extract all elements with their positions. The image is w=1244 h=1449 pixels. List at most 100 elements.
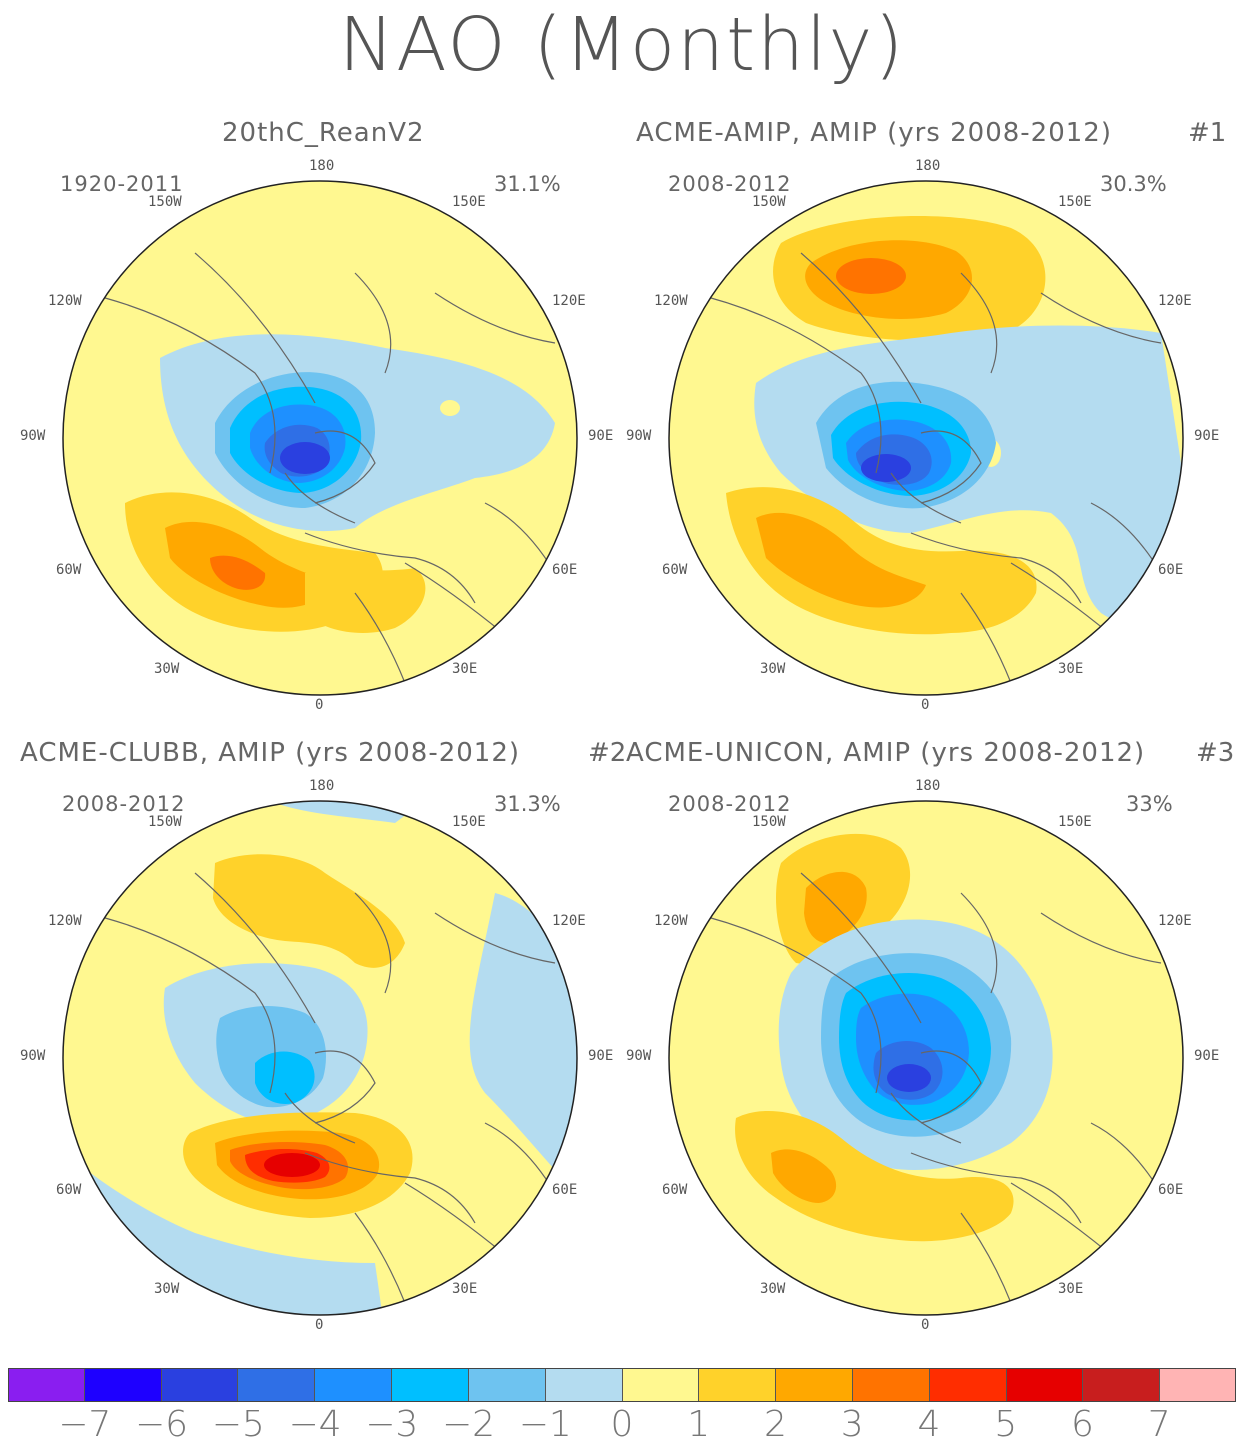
panel-title: ACME-UNICON, AMIP (yrs 2008-2012) xyxy=(626,738,1146,768)
panel-number: #2 xyxy=(588,738,627,768)
lon-label-150w: 150W xyxy=(148,814,182,830)
lon-label-90w: 90W xyxy=(20,428,46,444)
lon-label-30e: 30E xyxy=(452,661,478,677)
colorbar-swatch xyxy=(929,1368,1007,1402)
lon-label-150w: 150W xyxy=(752,194,786,210)
panel-title: ACME-CLUBB, AMIP (yrs 2008-2012) xyxy=(20,738,521,768)
colorbar-tick-label: 4 xyxy=(917,1404,941,1445)
polar-map xyxy=(668,800,1184,1316)
lon-label-120e: 120E xyxy=(1158,293,1192,309)
colorbar-tick-label: −3 xyxy=(365,1404,419,1445)
lon-label-30w: 30W xyxy=(154,1281,180,1297)
colorbar xyxy=(8,1368,1236,1402)
variance-percent: 31.1% xyxy=(494,172,561,196)
map-panel-acme-amip: ACME-AMIP, AMIP (yrs 2008-2012) #1 2008-… xyxy=(606,110,1228,730)
figure-title: NAO (Monthly) xyxy=(338,2,906,88)
lon-label-30e: 30E xyxy=(452,1281,478,1297)
lon-label-0: 0 xyxy=(315,697,324,713)
panel-number: #1 xyxy=(1188,118,1227,148)
lon-label-30e: 30E xyxy=(1058,1281,1084,1297)
years-label: 2008-2012 xyxy=(668,792,792,816)
panel-title: 20thC_ReanV2 xyxy=(222,118,425,148)
lon-label-120w: 120W xyxy=(654,913,688,929)
lon-label-180: 180 xyxy=(309,778,335,794)
colorbar-tick-label: 5 xyxy=(994,1404,1018,1445)
lon-label-180: 180 xyxy=(915,778,941,794)
colorbar-tick-label: −6 xyxy=(134,1404,189,1445)
lon-label-120e: 120E xyxy=(552,293,586,309)
map-panel-acme-clubb: ACME-CLUBB, AMIP (yrs 2008-2012) #2 2008… xyxy=(0,730,626,1350)
lon-label-0: 0 xyxy=(921,697,930,713)
lon-label-60w: 60W xyxy=(56,1182,82,1198)
map-panel-reanalysis: 20thC_ReanV2 1920-2011 31.1% 180 150W 15… xyxy=(0,110,622,730)
lon-label-150w: 150W xyxy=(148,194,182,210)
variance-percent: 30.3% xyxy=(1100,172,1167,196)
colorbar-swatch xyxy=(776,1368,853,1402)
lon-label-90w: 90W xyxy=(20,1048,46,1064)
colorbar-tick-label: 0 xyxy=(610,1404,634,1445)
colorbar-tick-label: 1 xyxy=(687,1404,711,1445)
lon-label-60e: 60E xyxy=(552,1182,578,1198)
lon-label-150e: 150E xyxy=(452,814,486,830)
panel-title: ACME-AMIP, AMIP (yrs 2008-2012) xyxy=(636,118,1112,148)
colorbar-tick-label: −4 xyxy=(288,1404,342,1445)
years-label: 2008-2012 xyxy=(668,172,792,196)
panel-number: #3 xyxy=(1196,738,1235,768)
colorbar-tick-label: 7 xyxy=(1147,1404,1171,1445)
lon-label-120e: 120E xyxy=(1158,913,1192,929)
colorbar-tick-label: −2 xyxy=(441,1404,496,1445)
lon-label-90e: 90E xyxy=(1194,428,1220,444)
years-label: 1920-2011 xyxy=(60,172,184,196)
variance-percent: 33% xyxy=(1126,792,1173,816)
map-panel-acme-unicon: ACME-UNICON, AMIP (yrs 2008-2012) #3 200… xyxy=(606,730,1234,1350)
lon-label-60w: 60W xyxy=(56,562,82,578)
lon-label-90e: 90E xyxy=(1194,1048,1220,1064)
lon-label-150e: 150E xyxy=(452,194,486,210)
lon-label-90w: 90W xyxy=(626,428,652,444)
polar-map xyxy=(62,180,578,696)
lon-label-180: 180 xyxy=(309,158,335,174)
lon-label-30e: 30E xyxy=(1058,661,1084,677)
lon-label-30w: 30W xyxy=(760,661,786,677)
colorbar-swatch xyxy=(468,1368,546,1402)
lon-label-60e: 60E xyxy=(1158,1182,1184,1198)
colorbar-swatch xyxy=(699,1368,777,1402)
colorbar-tick-label: −1 xyxy=(518,1404,572,1445)
lon-label-30w: 30W xyxy=(154,661,180,677)
lon-label-0: 0 xyxy=(315,1317,324,1333)
colorbar-swatch xyxy=(315,1368,393,1402)
colorbar-tick-label: 6 xyxy=(1071,1404,1094,1445)
lon-label-0: 0 xyxy=(921,1317,930,1333)
lon-label-150e: 150E xyxy=(1058,814,1092,830)
lon-label-30w: 30W xyxy=(760,1281,786,1297)
lon-label-120w: 120W xyxy=(654,293,688,309)
lon-label-180: 180 xyxy=(915,158,941,174)
colorbar-swatch xyxy=(392,1368,469,1402)
colorbar-tick-label: 3 xyxy=(840,1404,864,1445)
colorbar-swatch xyxy=(622,1368,700,1402)
polar-map xyxy=(62,800,578,1316)
colorbar-swatch xyxy=(1083,1368,1161,1402)
colorbar-swatch xyxy=(161,1368,239,1402)
colorbar-swatch xyxy=(84,1368,162,1402)
lon-label-90e: 90E xyxy=(588,428,614,444)
colorbar-swatch xyxy=(545,1368,623,1402)
lon-label-150e: 150E xyxy=(1058,194,1092,210)
polar-map xyxy=(668,180,1184,696)
lon-label-60w: 60W xyxy=(662,1182,688,1198)
lon-label-60e: 60E xyxy=(552,562,578,578)
lon-label-60e: 60E xyxy=(1158,562,1184,578)
variance-percent: 31.3% xyxy=(494,792,561,816)
colorbar-swatch xyxy=(8,1368,85,1402)
years-label: 2008-2012 xyxy=(62,792,186,816)
colorbar-swatch xyxy=(1160,1368,1236,1402)
colorbar-swatch xyxy=(238,1368,316,1402)
lon-label-90w: 90W xyxy=(626,1048,652,1064)
lon-label-120w: 120W xyxy=(48,293,82,309)
colorbar-swatch xyxy=(852,1368,930,1402)
lon-label-150w: 150W xyxy=(752,814,786,830)
lon-label-120e: 120E xyxy=(552,913,586,929)
colorbar-tick-label: 2 xyxy=(764,1404,787,1445)
lon-label-120w: 120W xyxy=(48,913,82,929)
colorbar-tick-label: −5 xyxy=(211,1404,265,1445)
